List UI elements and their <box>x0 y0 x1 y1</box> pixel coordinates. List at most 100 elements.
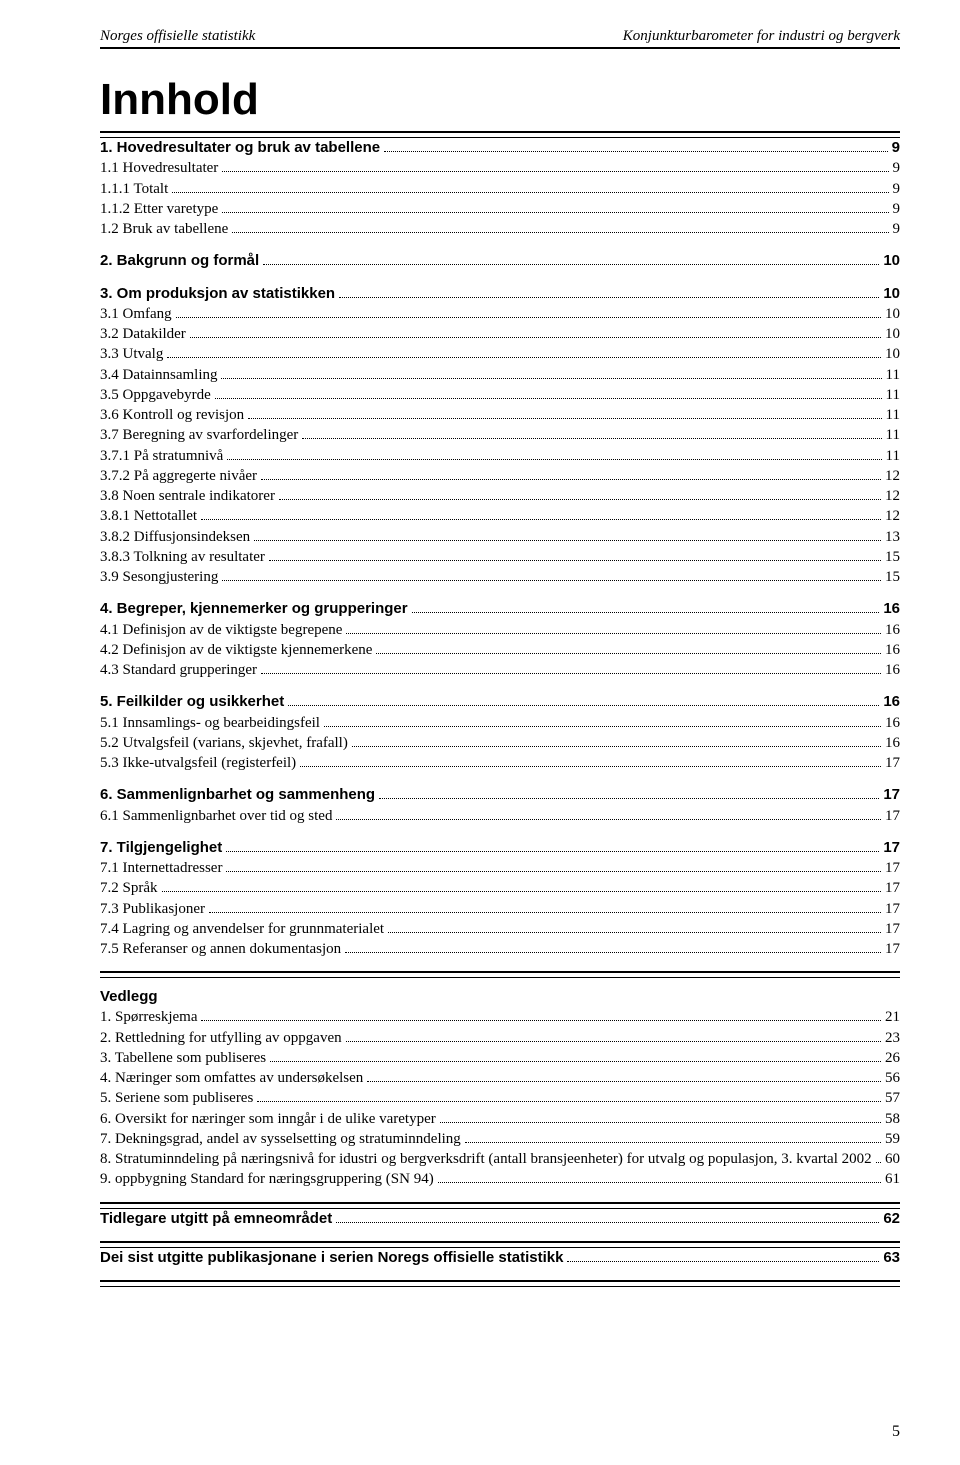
toc-label: 3.6 Kontroll og revisjon <box>100 405 244 425</box>
toc-page: 10 <box>883 251 900 271</box>
page-number: 5 <box>892 1423 900 1441</box>
toc-entry: 5.1 Innsamlings- og bearbeidingsfeil 16 <box>100 713 900 733</box>
toc-leader <box>190 327 881 339</box>
toc-leader <box>226 861 881 873</box>
toc-page: 17 <box>885 878 900 898</box>
toc-entry: 2. Bakgrunn og formål 10 <box>100 251 900 271</box>
section-rule <box>100 1241 900 1243</box>
header-rule <box>100 47 900 49</box>
page-header: Norges offisielle statistikk Konjunkturb… <box>100 28 900 45</box>
toc-entry: 7. Tilgjengelighet17 <box>100 838 900 858</box>
toc-label: 5.1 Innsamlings- og bearbeidingsfeil <box>100 713 320 733</box>
toc-leader <box>222 570 881 582</box>
table-of-contents: 1. Hovedresultater og bruk av tabellene 9… <box>100 131 900 1287</box>
toc-page: 23 <box>885 1028 900 1048</box>
toc-section: Vedlegg1. Spørreskjema212. Rettledning f… <box>100 988 900 1189</box>
toc-label: 6. Sammenlignbarhet og sammenheng <box>100 785 375 805</box>
toc-page: 21 <box>885 1007 900 1027</box>
toc-leader <box>388 921 881 933</box>
toc-page: 17 <box>883 785 900 805</box>
toc-entry: 4. Begreper, kjennemerker og grupperinge… <box>100 599 900 619</box>
toc-entry: 3.8.3 Tolkning av resultater15 <box>100 547 900 567</box>
toc-leader <box>279 489 881 501</box>
toc-entry: 6.1 Sammenlignbarhet over tid og sted17 <box>100 806 900 826</box>
toc-section: 5. Feilkilder og usikkerhet165.1 Innsaml… <box>100 692 900 773</box>
section-heading: Vedlegg <box>100 988 900 1005</box>
toc-leader <box>346 622 881 634</box>
toc-leader <box>215 387 882 399</box>
toc-page: 11 <box>886 405 900 425</box>
toc-section: Dei sist utgitte publikasjonane i serien… <box>100 1248 900 1268</box>
toc-page: 16 <box>885 733 900 753</box>
toc-leader <box>440 1111 881 1123</box>
toc-leader <box>270 1050 881 1062</box>
toc-label: 2. Rettledning for utfylling av oppgaven <box>100 1028 342 1048</box>
toc-page: 12 <box>885 466 900 486</box>
toc-entry: 1.1 Hovedresultater9 <box>100 158 900 178</box>
toc-leader <box>263 254 879 266</box>
toc-entry: Dei sist utgitte publikasjonane i serien… <box>100 1248 900 1268</box>
toc-entry: 7.4 Lagring og anvendelser for grunnmate… <box>100 919 900 939</box>
toc-label: 5.3 Ikke-utvalgsfeil (registerfeil) <box>100 753 296 773</box>
toc-entry: 9. oppbygning Standard for næringsgruppe… <box>100 1169 900 1189</box>
toc-label: 3.8 Noen sentrale indikatorer <box>100 486 275 506</box>
toc-page: 11 <box>886 446 900 466</box>
toc-label: 5.2 Utvalgsfeil (varians, skjevhet, fraf… <box>100 733 348 753</box>
toc-page: 16 <box>885 713 900 733</box>
toc-entry: 4.3 Standard grupperinger16 <box>100 660 900 680</box>
toc-entry: 3.6 Kontroll og revisjon 11 <box>100 405 900 425</box>
toc-label: 4.2 Definisjon av de viktigste kjennemer… <box>100 640 372 660</box>
toc-leader <box>162 881 882 893</box>
toc-entry: Tidlegare utgitt på emneområdet62 <box>100 1209 900 1229</box>
toc-label: 7.3 Publikasjoner <box>100 899 205 919</box>
toc-leader <box>222 161 888 173</box>
document-page: Norges offisielle statistikk Konjunkturb… <box>0 0 960 1465</box>
toc-leader <box>367 1071 881 1083</box>
toc-label: 3.7.1 På stratumnivå <box>100 446 223 466</box>
toc-leader <box>226 840 879 852</box>
toc-label: 1. Hovedresultater og bruk av tabellene <box>100 138 380 158</box>
toc-leader <box>261 663 881 675</box>
toc-entry: 3.4 Datainnsamling 11 <box>100 365 900 385</box>
toc-leader <box>248 408 881 420</box>
toc-leader <box>379 788 879 800</box>
toc-entry: 1.1.2 Etter varetype9 <box>100 199 900 219</box>
toc-page: 17 <box>885 939 900 959</box>
toc-label: 3. Tabellene som publiseres <box>100 1048 266 1068</box>
toc-leader <box>288 695 879 707</box>
toc-label: 2. Bakgrunn og formål <box>100 251 259 271</box>
toc-page: 9 <box>892 138 900 158</box>
toc-entry: 1.2 Bruk av tabellene9 <box>100 219 900 239</box>
toc-leader <box>227 448 881 460</box>
page-title: Innhold <box>100 75 900 125</box>
toc-page: 11 <box>886 365 900 385</box>
toc-entry: 5.2 Utvalgsfeil (varians, skjevhet, fraf… <box>100 733 900 753</box>
toc-page: 60 <box>885 1149 900 1169</box>
toc-page: 17 <box>885 919 900 939</box>
toc-leader <box>336 1211 879 1223</box>
toc-leader <box>352 735 881 747</box>
toc-leader <box>302 428 881 440</box>
section-rule-thin <box>100 1286 900 1287</box>
toc-page: 16 <box>883 599 900 619</box>
toc-leader <box>172 181 888 193</box>
toc-page: 15 <box>885 547 900 567</box>
toc-section: 1. Hovedresultater og bruk av tabellene 9… <box>100 138 900 239</box>
toc-label: 1.1.2 Etter varetype <box>100 199 218 219</box>
toc-entry: 7.1 Internettadresser17 <box>100 858 900 878</box>
toc-label: 4.1 Definisjon av de viktigste begrepene <box>100 620 342 640</box>
toc-entry: 3.8.2 Diffusjonsindeksen13 <box>100 527 900 547</box>
toc-page: 57 <box>885 1088 900 1108</box>
toc-entry: 3.7.2 På aggregerte nivåer12 <box>100 466 900 486</box>
toc-entry: 5.3 Ikke-utvalgsfeil (registerfeil)17 <box>100 753 900 773</box>
toc-label: 3.4 Datainnsamling <box>100 365 217 385</box>
toc-label: 3.2 Datakilder <box>100 324 186 344</box>
toc-page: 11 <box>886 425 900 445</box>
toc-label: 3. Om produksjon av statistikken <box>100 284 335 304</box>
toc-leader <box>384 141 888 153</box>
toc-page: 15 <box>885 567 900 587</box>
toc-label: 1.1 Hovedresultater <box>100 158 218 178</box>
toc-page: 9 <box>893 179 901 199</box>
toc-entry: 3.1 Omfang10 <box>100 304 900 324</box>
toc-page: 59 <box>885 1129 900 1149</box>
